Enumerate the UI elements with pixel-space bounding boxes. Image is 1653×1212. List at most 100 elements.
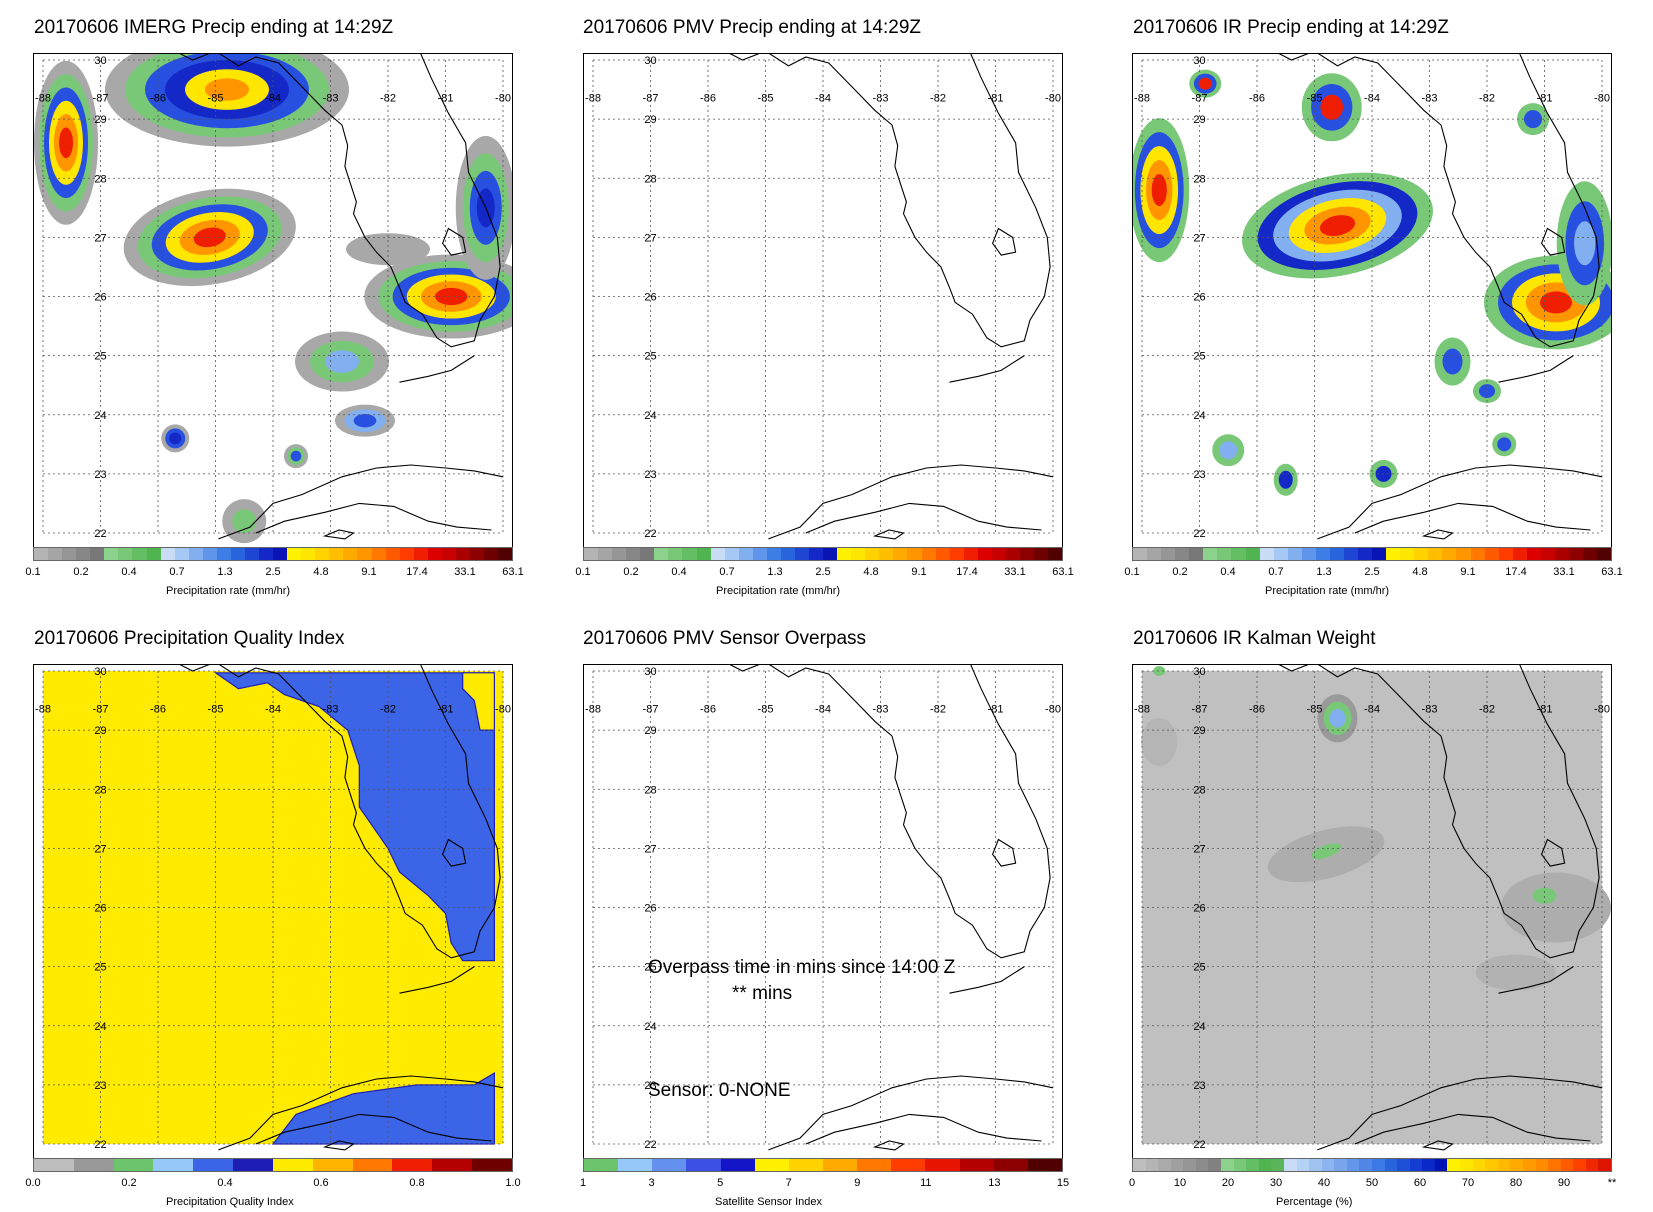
colorbar-caption-kalman: Percentage (%) <box>1276 1196 1353 1208</box>
colorbar-swatch <box>1183 1159 1196 1171</box>
lat-label: 30 <box>1193 55 1205 67</box>
precip-field <box>34 53 513 544</box>
map-ir-precip: -88 -87 -86 -85 -84 -83 -82 -81 -80 30 29 28 27 26 25 2… <box>1132 53 1612 548</box>
colorbar-swatch <box>469 548 484 560</box>
lon-label: -82 <box>380 703 396 715</box>
panhandle-coastline <box>177 53 213 61</box>
colorbar-tick-label: 0.6 <box>313 1177 329 1189</box>
colorbar-swatch <box>174 548 189 560</box>
lon-label: -81 <box>438 92 454 104</box>
colorbar-swatch <box>273 548 288 560</box>
lon-label: -88 <box>1134 703 1150 715</box>
lat-label: 23 <box>644 469 656 481</box>
colorbar-swatch <box>963 548 978 560</box>
colorbar-pqi <box>33 1158 513 1172</box>
colorbar-swatch <box>1414 548 1429 560</box>
colorbar-swatch <box>1400 548 1415 560</box>
lat-label: 28 <box>644 173 656 185</box>
precip-cell <box>1540 291 1572 314</box>
colorbar-swatch <box>1147 548 1162 560</box>
colorbar-swatch <box>584 1159 619 1171</box>
lat-label: 29 <box>1193 114 1205 126</box>
lat-label: 25 <box>94 351 106 363</box>
colorbar-swatch <box>696 548 711 560</box>
cuba-coastline <box>218 1075 504 1151</box>
colorbar-swatch <box>427 548 442 560</box>
lon-label: -83 <box>1422 92 1438 104</box>
colorbar-swatch <box>1522 1159 1536 1171</box>
colorbar-tick-label: 9.1 <box>1460 566 1476 578</box>
graticule <box>1141 670 1603 1145</box>
cuba-coastline <box>768 464 1054 540</box>
precip-cell <box>59 127 73 159</box>
colorbar-swatch <box>315 548 330 560</box>
isla-de-la-juventud <box>322 1140 355 1151</box>
colorbar-swatch <box>301 548 316 560</box>
lat-label: 26 <box>1193 292 1205 304</box>
colorbar-swatch <box>329 548 344 560</box>
coastline <box>177 53 504 540</box>
colorbar-tick-label: 1.3 <box>1316 566 1332 578</box>
isla-de-la-juventud <box>872 529 905 540</box>
colorbar-tick-label: 9 <box>854 1177 861 1189</box>
graticule <box>42 59 504 534</box>
lon-label: -83 <box>1422 703 1438 715</box>
colorbar-tick-label: 0.2 <box>1172 566 1188 578</box>
colorbar-swatch <box>472 1159 512 1171</box>
colorbar-swatch <box>413 548 428 560</box>
lon-label: -86 <box>700 92 716 104</box>
lon-label: -88 <box>35 92 51 104</box>
colorbar-swatch <box>788 1159 823 1171</box>
colorbar-tick-label: 1.3 <box>217 566 233 578</box>
precip-cell <box>353 413 377 428</box>
lat-label: 24 <box>1193 1021 1205 1033</box>
colorbar-tick-label: 20 <box>1221 1177 1235 1189</box>
colorbar-swatch <box>891 1159 926 1171</box>
colorbar-tick-label: 7 <box>785 1177 792 1189</box>
colorbar-swatch <box>1484 548 1499 560</box>
lat-label: 25 <box>1193 351 1205 363</box>
colorbar-swatch <box>1535 1159 1549 1171</box>
florida-coastline <box>767 53 1051 348</box>
lon-label: -84 <box>265 703 281 715</box>
colorbar-swatch <box>794 548 809 560</box>
map-quality-index-svg: -88 -87 -86 -85 -84 -83 -82 -81 -80 30 29 28 27 26 25 2… <box>33 664 513 1159</box>
colorbar-swatch <box>1460 1159 1473 1171</box>
colorbar-swatch <box>1231 548 1246 560</box>
colorbar-swatch <box>1442 548 1457 560</box>
colorbar-swatch <box>1498 548 1513 560</box>
colorbar-tick-label: 2.5 <box>265 566 281 578</box>
precip-cell <box>1442 348 1463 375</box>
colorbar-tick-label: 15 <box>1056 1177 1070 1189</box>
lon-label: -81 <box>988 92 1004 104</box>
cuba-coastline <box>1317 1075 1603 1151</box>
lon-label: -80 <box>1045 92 1061 104</box>
colorbar-tick-label: 33.1 <box>454 566 476 578</box>
cuba-south-coastline <box>805 1113 1042 1145</box>
colorbar-swatch <box>357 548 372 560</box>
lon-label: -84 <box>1364 92 1380 104</box>
lat-label: 26 <box>94 292 106 304</box>
axis-labels: -88 -87 -86 -85 -84 -83 -82 -81 -80 30 29 28 27 26 25 2… <box>35 666 511 1151</box>
colorbar-swatch <box>1259 548 1274 560</box>
lon-label: -88 <box>585 703 601 715</box>
colorbar-swatch <box>822 1159 858 1171</box>
colorbar-tick-label: 4.8 <box>313 566 329 578</box>
map-kalman-weight-svg: -88 -87 -86 -85 -84 -83 -82 -81 -80 30 29 28 27 26 25 2… <box>1132 664 1612 1159</box>
colorbar-swatch <box>1329 548 1344 560</box>
colorbar-swatch <box>118 548 133 560</box>
colorbar-swatch <box>1170 1159 1184 1171</box>
kalman-cell <box>1141 717 1178 766</box>
coastline <box>1276 53 1603 540</box>
colorbar-swatch <box>216 548 231 560</box>
colorbar-swatch <box>752 548 767 560</box>
precip-cell <box>1219 441 1238 460</box>
colorbar-swatch <box>977 548 992 560</box>
cuba-coastline <box>768 1075 1054 1151</box>
colorbar-tick-label: 0.2 <box>121 1177 137 1189</box>
colorbar-swatch <box>188 548 203 560</box>
colorbar-swatch <box>76 548 91 560</box>
lon-label: -86 <box>1249 703 1265 715</box>
colorbar-pmv <box>583 547 1063 561</box>
colorbar-swatch <box>780 548 795 560</box>
